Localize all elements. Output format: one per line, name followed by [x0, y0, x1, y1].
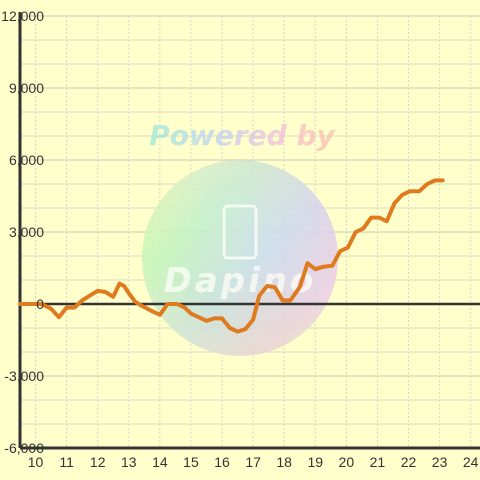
x-tick-label: 19 [307, 454, 323, 470]
x-tick-label: 18 [276, 454, 292, 470]
x-tick-label: 11 [59, 454, 74, 470]
x-tick-label: 22 [401, 454, 417, 470]
y-tick-label: -6,000 [4, 440, 44, 456]
x-tick-label: 14 [152, 454, 168, 470]
series-layer [18, 178, 445, 334]
watermark-line2: Dapino [164, 261, 317, 301]
y-tick-label: 9,000 [9, 80, 44, 96]
watermark-line1: Powered by [149, 119, 336, 152]
axes [18, 12, 480, 450]
y-tick-label: -3,000 [4, 368, 44, 384]
y-tick-label: 12,000 [1, 8, 44, 24]
y-tick-label: 6,000 [9, 152, 44, 168]
x-tick-label: 23 [432, 454, 448, 470]
x-tick-label: 13 [121, 454, 137, 470]
series-line [18, 178, 445, 334]
watermark: Powered by Dapino [142, 119, 338, 356]
x-tick-label: 17 [245, 454, 261, 470]
x-tick-label: 21 [370, 454, 386, 470]
x-tick-label: 24 [463, 454, 479, 470]
x-tick-label: 16 [214, 454, 230, 470]
x-tick-label: 10 [28, 454, 44, 470]
phone-icon [222, 204, 258, 260]
x-tick-label: 12 [90, 454, 106, 470]
x-tick-label: 15 [183, 454, 199, 470]
x-tick-label: 20 [339, 454, 355, 470]
tick-labels: -6,000 -3,000 0 3,000 6,000 9,000 12,000 10 11 12… [1, 8, 479, 470]
y-tick-label: 0 [36, 296, 44, 312]
y-tick-label: 3,000 [9, 224, 44, 240]
